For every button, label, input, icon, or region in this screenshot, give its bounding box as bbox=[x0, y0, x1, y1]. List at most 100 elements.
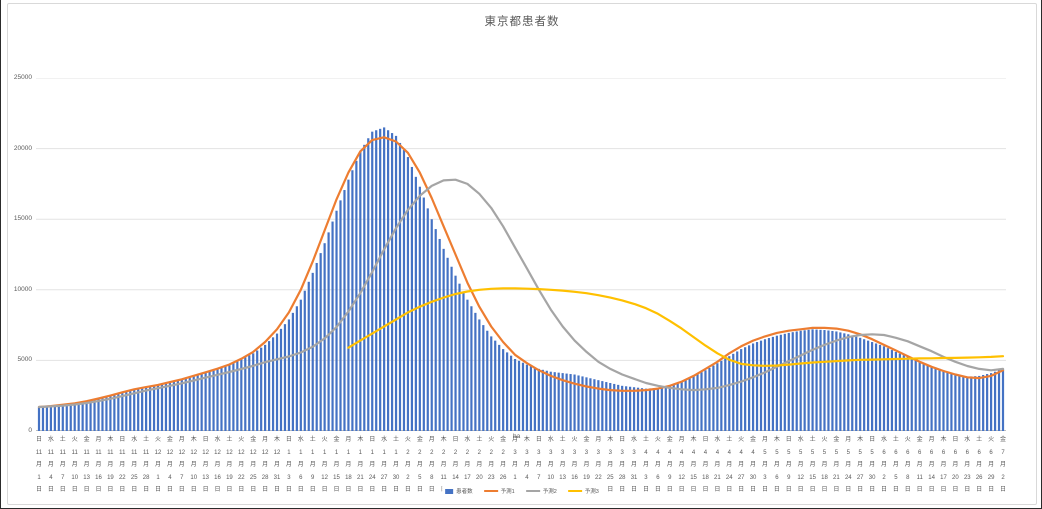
bar[interactable] bbox=[712, 365, 715, 431]
bar[interactable] bbox=[371, 131, 374, 431]
bar[interactable] bbox=[73, 403, 76, 431]
bar[interactable] bbox=[946, 371, 949, 431]
bar[interactable] bbox=[331, 221, 334, 431]
bar[interactable] bbox=[383, 127, 386, 431]
bar[interactable] bbox=[410, 166, 414, 431]
legend-item-予測1[interactable]: 予測1 bbox=[483, 487, 515, 495]
bar[interactable] bbox=[117, 393, 120, 431]
bar[interactable] bbox=[954, 373, 957, 431]
bar[interactable] bbox=[152, 385, 156, 431]
bar[interactable] bbox=[704, 370, 707, 431]
bar[interactable] bbox=[148, 386, 152, 431]
bar[interactable] bbox=[783, 333, 786, 431]
bar[interactable] bbox=[990, 373, 993, 431]
bar[interactable] bbox=[283, 324, 287, 431]
bar[interactable] bbox=[890, 350, 894, 431]
bar[interactable] bbox=[589, 378, 592, 431]
bar[interactable] bbox=[549, 371, 552, 431]
bar[interactable] bbox=[855, 336, 858, 431]
bar[interactable] bbox=[993, 371, 997, 431]
bar[interactable] bbox=[974, 376, 977, 431]
bar[interactable] bbox=[537, 368, 540, 431]
bar[interactable] bbox=[164, 383, 168, 431]
bar[interactable] bbox=[803, 330, 806, 431]
bar[interactable] bbox=[533, 367, 536, 431]
bar[interactable] bbox=[724, 358, 727, 431]
bar[interactable] bbox=[145, 387, 148, 431]
bar[interactable] bbox=[859, 337, 862, 431]
bar[interactable] bbox=[291, 312, 294, 431]
bar[interactable] bbox=[192, 375, 195, 431]
bar[interactable] bbox=[275, 333, 279, 431]
bar[interactable] bbox=[244, 357, 247, 431]
bar[interactable] bbox=[486, 330, 489, 431]
bar[interactable] bbox=[196, 374, 199, 431]
bar[interactable] bbox=[176, 380, 179, 431]
bar[interactable] bbox=[902, 355, 905, 431]
bar[interactable] bbox=[375, 130, 378, 431]
bar[interactable] bbox=[81, 402, 84, 431]
bar[interactable] bbox=[557, 372, 560, 431]
bar[interactable] bbox=[204, 372, 207, 431]
bar[interactable] bbox=[125, 391, 128, 431]
bar[interactable] bbox=[593, 379, 596, 431]
bar[interactable] bbox=[561, 373, 564, 431]
bar[interactable] bbox=[676, 382, 679, 431]
bar[interactable] bbox=[771, 336, 775, 431]
bar[interactable] bbox=[470, 306, 473, 431]
bar[interactable] bbox=[1001, 368, 1005, 431]
bar[interactable] bbox=[137, 389, 140, 431]
bar[interactable] bbox=[569, 374, 572, 431]
legend-item-患者数[interactable]: 患者数 bbox=[445, 487, 473, 495]
chart-title[interactable]: 東京都患者数 bbox=[484, 16, 560, 28]
bar[interactable] bbox=[252, 353, 255, 431]
bar[interactable] bbox=[45, 406, 49, 431]
bar[interactable] bbox=[430, 219, 433, 431]
bar[interactable] bbox=[379, 128, 382, 431]
bar[interactable] bbox=[736, 351, 739, 431]
bar[interactable] bbox=[168, 382, 172, 431]
bar[interactable] bbox=[402, 150, 406, 431]
bar[interactable] bbox=[466, 299, 469, 431]
bar[interactable] bbox=[688, 377, 691, 431]
bar[interactable] bbox=[462, 291, 465, 431]
legend[interactable]: 患者数 予測1 予測2 予測3 bbox=[442, 486, 602, 496]
bar[interactable] bbox=[577, 375, 580, 431]
line-series-予測1[interactable] bbox=[37, 136, 1005, 409]
bar[interactable] bbox=[85, 401, 88, 431]
bar[interactable] bbox=[248, 355, 251, 431]
bar[interactable] bbox=[934, 367, 937, 431]
bar[interactable] bbox=[406, 157, 410, 431]
bar[interactable] bbox=[763, 339, 767, 431]
bar[interactable] bbox=[426, 208, 429, 431]
bar[interactable] bbox=[755, 342, 759, 431]
bar[interactable] bbox=[454, 275, 457, 431]
bar[interactable] bbox=[791, 332, 794, 431]
bar[interactable] bbox=[387, 130, 390, 431]
line-series-予測2[interactable] bbox=[37, 178, 1005, 409]
bar[interactable] bbox=[434, 229, 437, 431]
bar[interactable] bbox=[65, 404, 68, 431]
bar[interactable] bbox=[847, 334, 850, 431]
bar[interactable] bbox=[482, 325, 485, 431]
bar[interactable] bbox=[69, 403, 72, 431]
bar[interactable] bbox=[644, 388, 648, 431]
bar[interactable] bbox=[474, 312, 477, 431]
bar[interactable] bbox=[767, 338, 771, 431]
bar[interactable] bbox=[870, 342, 874, 431]
bar[interactable] bbox=[617, 384, 620, 431]
bar[interactable] bbox=[625, 386, 628, 431]
bar[interactable] bbox=[521, 362, 525, 431]
bar[interactable] bbox=[894, 351, 897, 431]
bar[interactable] bbox=[986, 374, 989, 431]
bar[interactable] bbox=[160, 384, 164, 431]
bar[interactable] bbox=[355, 160, 358, 431]
bar[interactable] bbox=[450, 266, 453, 431]
bar[interactable] bbox=[517, 360, 521, 431]
bar[interactable] bbox=[343, 190, 346, 431]
bar[interactable] bbox=[728, 356, 731, 431]
bar[interactable] bbox=[367, 138, 370, 431]
bar[interactable] bbox=[831, 330, 834, 431]
bar[interactable] bbox=[184, 378, 187, 431]
bar[interactable] bbox=[779, 334, 782, 431]
